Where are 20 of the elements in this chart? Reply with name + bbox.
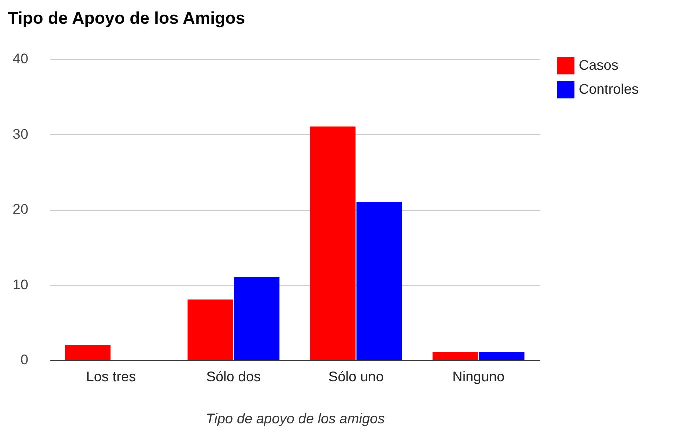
legend-label: Controles (579, 81, 639, 97)
y-tick-label: 30 (12, 126, 29, 142)
bar (234, 277, 280, 360)
bar (432, 352, 478, 360)
y-tick-label: 10 (12, 276, 29, 292)
x-tick-label: Sólo uno (328, 368, 384, 384)
y-tick-label: 0 (20, 352, 29, 368)
x-tick-label: Sólo dos (206, 368, 261, 384)
y-tick-label: 40 (12, 50, 29, 66)
x-axis-title: Tipo de apoyo de los amigos (206, 410, 385, 426)
bar (310, 126, 356, 360)
legend-label: Casos (579, 57, 619, 73)
bar (479, 352, 525, 360)
x-tick-label: Ninguno (452, 368, 506, 384)
bar (65, 344, 111, 360)
y-tick-label: 20 (12, 201, 29, 217)
bar (356, 202, 402, 360)
chart-title: Tipo de Apoyo de los Amigos (8, 9, 246, 28)
x-tick-label: Los tres (86, 368, 136, 384)
bar (188, 300, 234, 360)
